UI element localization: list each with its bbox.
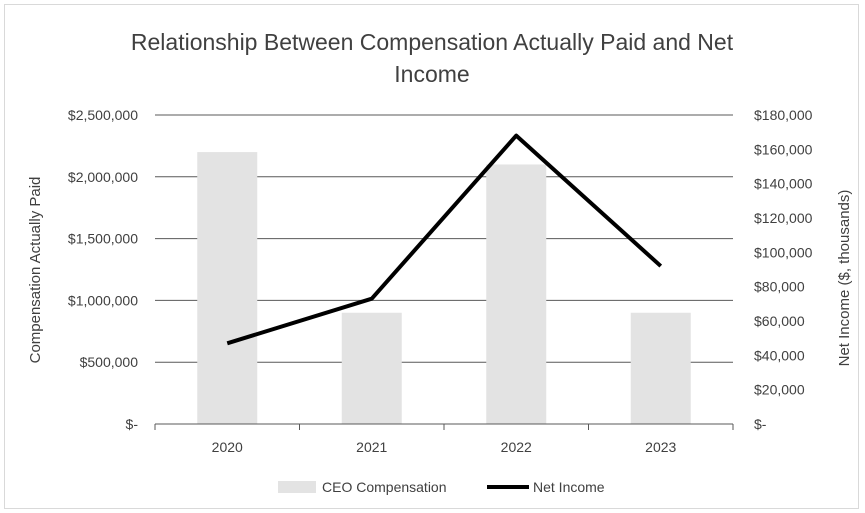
left-tick-label: $2,000,000	[68, 169, 138, 185]
left-tick-label: $1,000,000	[68, 292, 138, 308]
right-axis-ticks: $- $20,000 $40,000 $60,000 $80,000 $100,000 $1…	[754, 107, 813, 432]
right-tick-label: $40,000	[754, 347, 805, 363]
right-tick-label: $-	[754, 416, 767, 432]
chart-title-line1: Relationship Between Compensation Actual…	[131, 29, 734, 55]
bar-2022	[486, 164, 547, 424]
chart-frame	[4, 4, 859, 509]
right-tick-label: $120,000	[754, 210, 813, 226]
x-axis-ticks: 2020 2021 2022 2023	[212, 439, 677, 455]
x-tick-label: 2022	[501, 439, 532, 455]
bar-2020	[197, 152, 258, 424]
x-tick-label: 2021	[356, 439, 387, 455]
legend: CEO Compensation Net Income	[278, 479, 605, 495]
right-tick-label: $20,000	[754, 382, 805, 398]
bar-2023	[630, 312, 691, 424]
left-tick-label: $-	[126, 416, 139, 432]
net-income-line	[226, 133, 663, 346]
legend-label-net-income: Net Income	[533, 479, 605, 495]
bar-2021	[341, 312, 402, 424]
right-tick-label: $160,000	[754, 141, 813, 157]
right-tick-label: $80,000	[754, 279, 805, 295]
right-axis-label: Net Income ($, thousands)	[836, 190, 853, 367]
legend-swatch-ceo-compensation	[278, 481, 316, 493]
right-tick-label: $180,000	[754, 107, 813, 123]
axes	[154, 423, 734, 430]
line-series	[226, 133, 663, 346]
left-tick-label: $2,500,000	[68, 107, 138, 123]
left-axis-label: Compensation Actually Paid	[27, 177, 44, 364]
x-tick-label: 2023	[645, 439, 676, 455]
left-tick-label: $500,000	[80, 354, 139, 370]
x-tick-label: 2020	[212, 439, 243, 455]
right-tick-label: $60,000	[754, 313, 805, 329]
right-tick-label: $100,000	[754, 244, 813, 260]
bar-series	[197, 152, 691, 424]
legend-label-ceo-compensation: CEO Compensation	[322, 479, 447, 495]
chart-title-line2: Income	[394, 61, 469, 87]
right-tick-label: $140,000	[754, 176, 813, 192]
left-axis-ticks: $- $500,000 $1,000,000 $1,500,000 $2,000,000…	[68, 107, 138, 432]
left-tick-label: $1,500,000	[68, 231, 138, 247]
